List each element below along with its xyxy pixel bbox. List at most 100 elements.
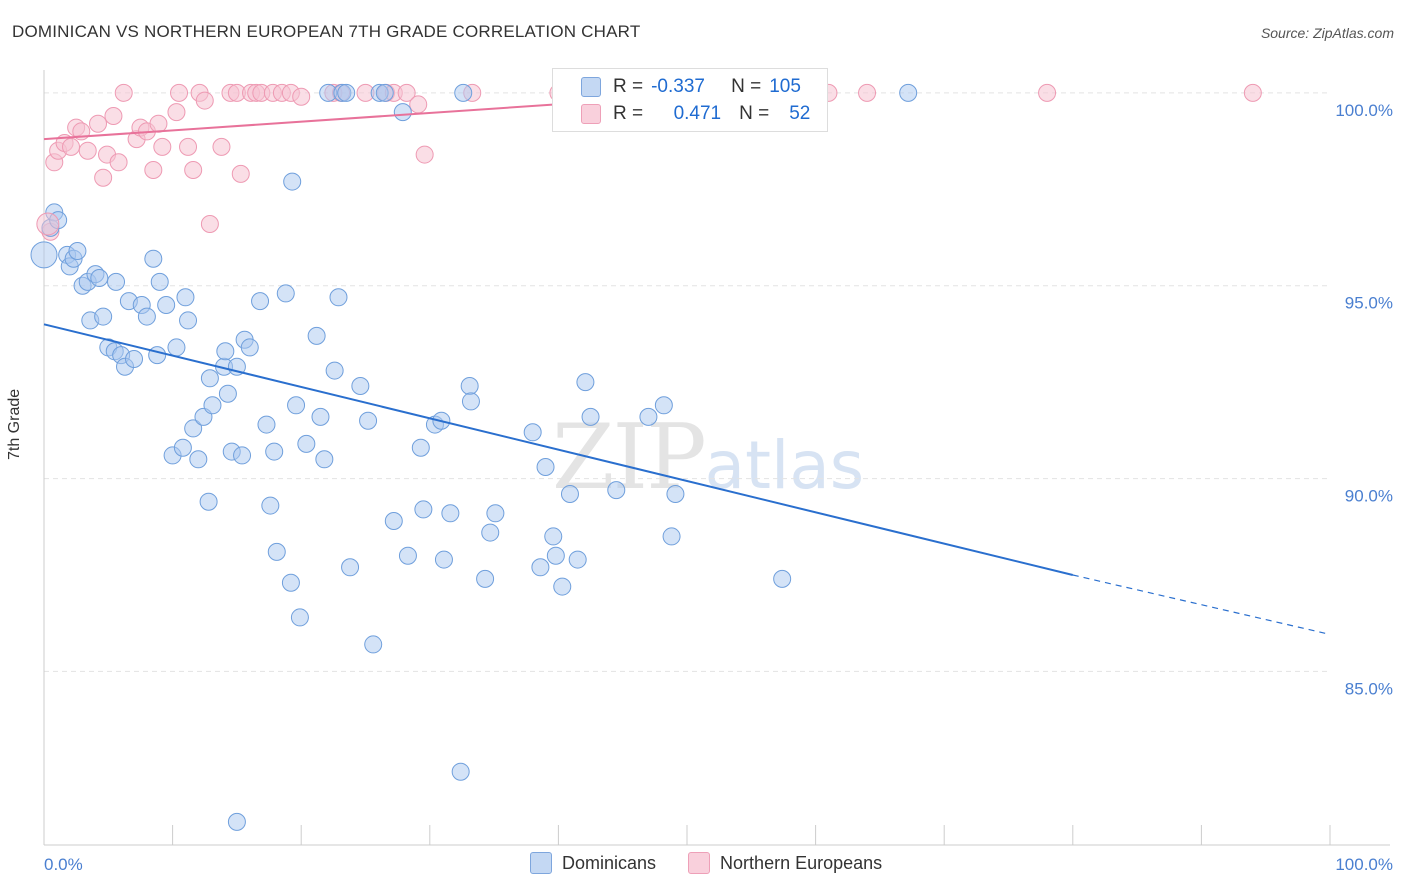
legend-item-northern-europeans: Northern Europeans <box>688 852 882 874</box>
dominican-point <box>251 292 270 311</box>
dominican-point <box>233 446 252 465</box>
dominican-point <box>476 569 495 588</box>
dominican-point <box>227 812 246 831</box>
northern-european-point <box>231 164 250 183</box>
northern-european-point <box>109 153 128 172</box>
dominican-point <box>297 434 316 453</box>
northern-european-point <box>94 168 113 187</box>
northern-european-point <box>415 145 434 164</box>
northern-european-point <box>858 83 877 102</box>
dominican-point <box>157 296 176 314</box>
northern-european-point <box>78 141 97 160</box>
dominican-point <box>287 396 306 415</box>
northern-european-point <box>153 137 172 156</box>
dominican-point <box>216 342 235 361</box>
dominican-point <box>203 396 222 415</box>
dominican-point <box>553 577 572 596</box>
northern-european-point <box>170 83 189 102</box>
legend-r-label: R = <box>613 76 644 97</box>
northern-european-point <box>89 114 108 133</box>
legend-n-value: 105 <box>769 76 801 97</box>
northern-european-point <box>179 137 198 156</box>
dominican-point <box>414 500 433 519</box>
dominican-point <box>329 288 348 307</box>
y-tick-label: 100.0% <box>1335 101 1393 120</box>
dominican-point <box>167 338 186 357</box>
legend-swatch-northern-europeans <box>688 852 711 874</box>
dominican-point <box>218 384 237 403</box>
dominican-point <box>281 573 300 592</box>
dominican-point <box>90 269 109 287</box>
dominican-point <box>773 569 792 588</box>
legend-row-dominicans: R = -0.337 N = 105 <box>553 73 801 101</box>
dominican-point <box>311 407 330 426</box>
legend-r-value: 0.471 <box>673 103 722 124</box>
legend-swatch-northern-europeans <box>581 104 601 124</box>
dominican-point <box>546 546 565 565</box>
legend-item-dominicans: Dominicans <box>530 852 656 874</box>
legend-label-northern-europeans: Northern Europeans <box>720 852 883 873</box>
dominican-point <box>341 558 360 577</box>
dominican-point <box>30 241 58 269</box>
dominican-point <box>654 396 673 415</box>
northern-european-point <box>200 215 219 233</box>
northern-european-point <box>184 161 203 179</box>
dominican-point <box>261 496 280 515</box>
northern-european-point <box>292 87 311 106</box>
dominican-point <box>315 450 334 469</box>
legend-r-label: R = <box>613 103 644 124</box>
dominican-point <box>364 635 383 654</box>
dominican-trend-extension <box>1072 574 1331 635</box>
dominican-point <box>337 83 356 102</box>
dominican-point <box>454 83 473 102</box>
dominican-point <box>240 338 259 357</box>
dominican-point <box>607 481 626 500</box>
dominican-point <box>150 272 169 291</box>
dominican-point <box>176 288 195 307</box>
dominican-point <box>398 546 417 565</box>
dominican-point <box>94 307 113 326</box>
northern-european-point <box>62 137 81 156</box>
dominican-point <box>351 377 370 395</box>
dominican-point <box>189 450 208 469</box>
dominican-point <box>486 504 505 523</box>
legend-swatch-dominicans <box>530 852 552 874</box>
dominican-trend-line <box>43 323 1074 576</box>
northern-european-point <box>1243 83 1262 102</box>
northern-european-point <box>144 161 163 179</box>
dominican-point <box>662 527 681 546</box>
northern-european-point <box>36 212 60 236</box>
dominican-point <box>184 419 203 438</box>
dominican-point <box>125 350 144 368</box>
dominican-point <box>267 542 286 561</box>
northern-european-point <box>167 103 186 122</box>
legend-n-label: N = <box>739 103 770 124</box>
legend-r-value: -0.337 <box>651 76 705 97</box>
dominican-point <box>411 438 430 457</box>
legend-n-value: 52 <box>789 103 811 124</box>
northern-european-point <box>212 137 231 156</box>
dominican-point <box>257 415 276 434</box>
northern-european-point <box>149 114 168 133</box>
dominican-point <box>434 550 453 569</box>
dominican-point <box>276 284 295 303</box>
dominican-point <box>451 762 470 781</box>
dominican-point <box>199 492 218 511</box>
series-legend: Dominicans Northern Europeans <box>530 852 914 874</box>
northern-european-point <box>114 83 133 102</box>
dominican-point <box>666 485 685 503</box>
legend-n-label: N = <box>731 76 762 97</box>
legend-label-dominicans: Dominicans <box>562 852 657 873</box>
chart-title: DOMINICAN VS NORTHERN EUROPEAN 7TH GRADE… <box>12 22 641 41</box>
x-tick-label: 0.0% <box>44 855 83 874</box>
dominican-point <box>441 504 460 523</box>
dominican-point <box>393 103 412 122</box>
dominican-point <box>536 458 555 476</box>
dominican-point <box>384 512 403 530</box>
northern-european-point <box>1038 83 1057 102</box>
dominican-point <box>581 407 600 426</box>
dominican-point <box>460 377 479 395</box>
dominican-point <box>359 411 378 430</box>
dominican-point <box>179 311 198 330</box>
